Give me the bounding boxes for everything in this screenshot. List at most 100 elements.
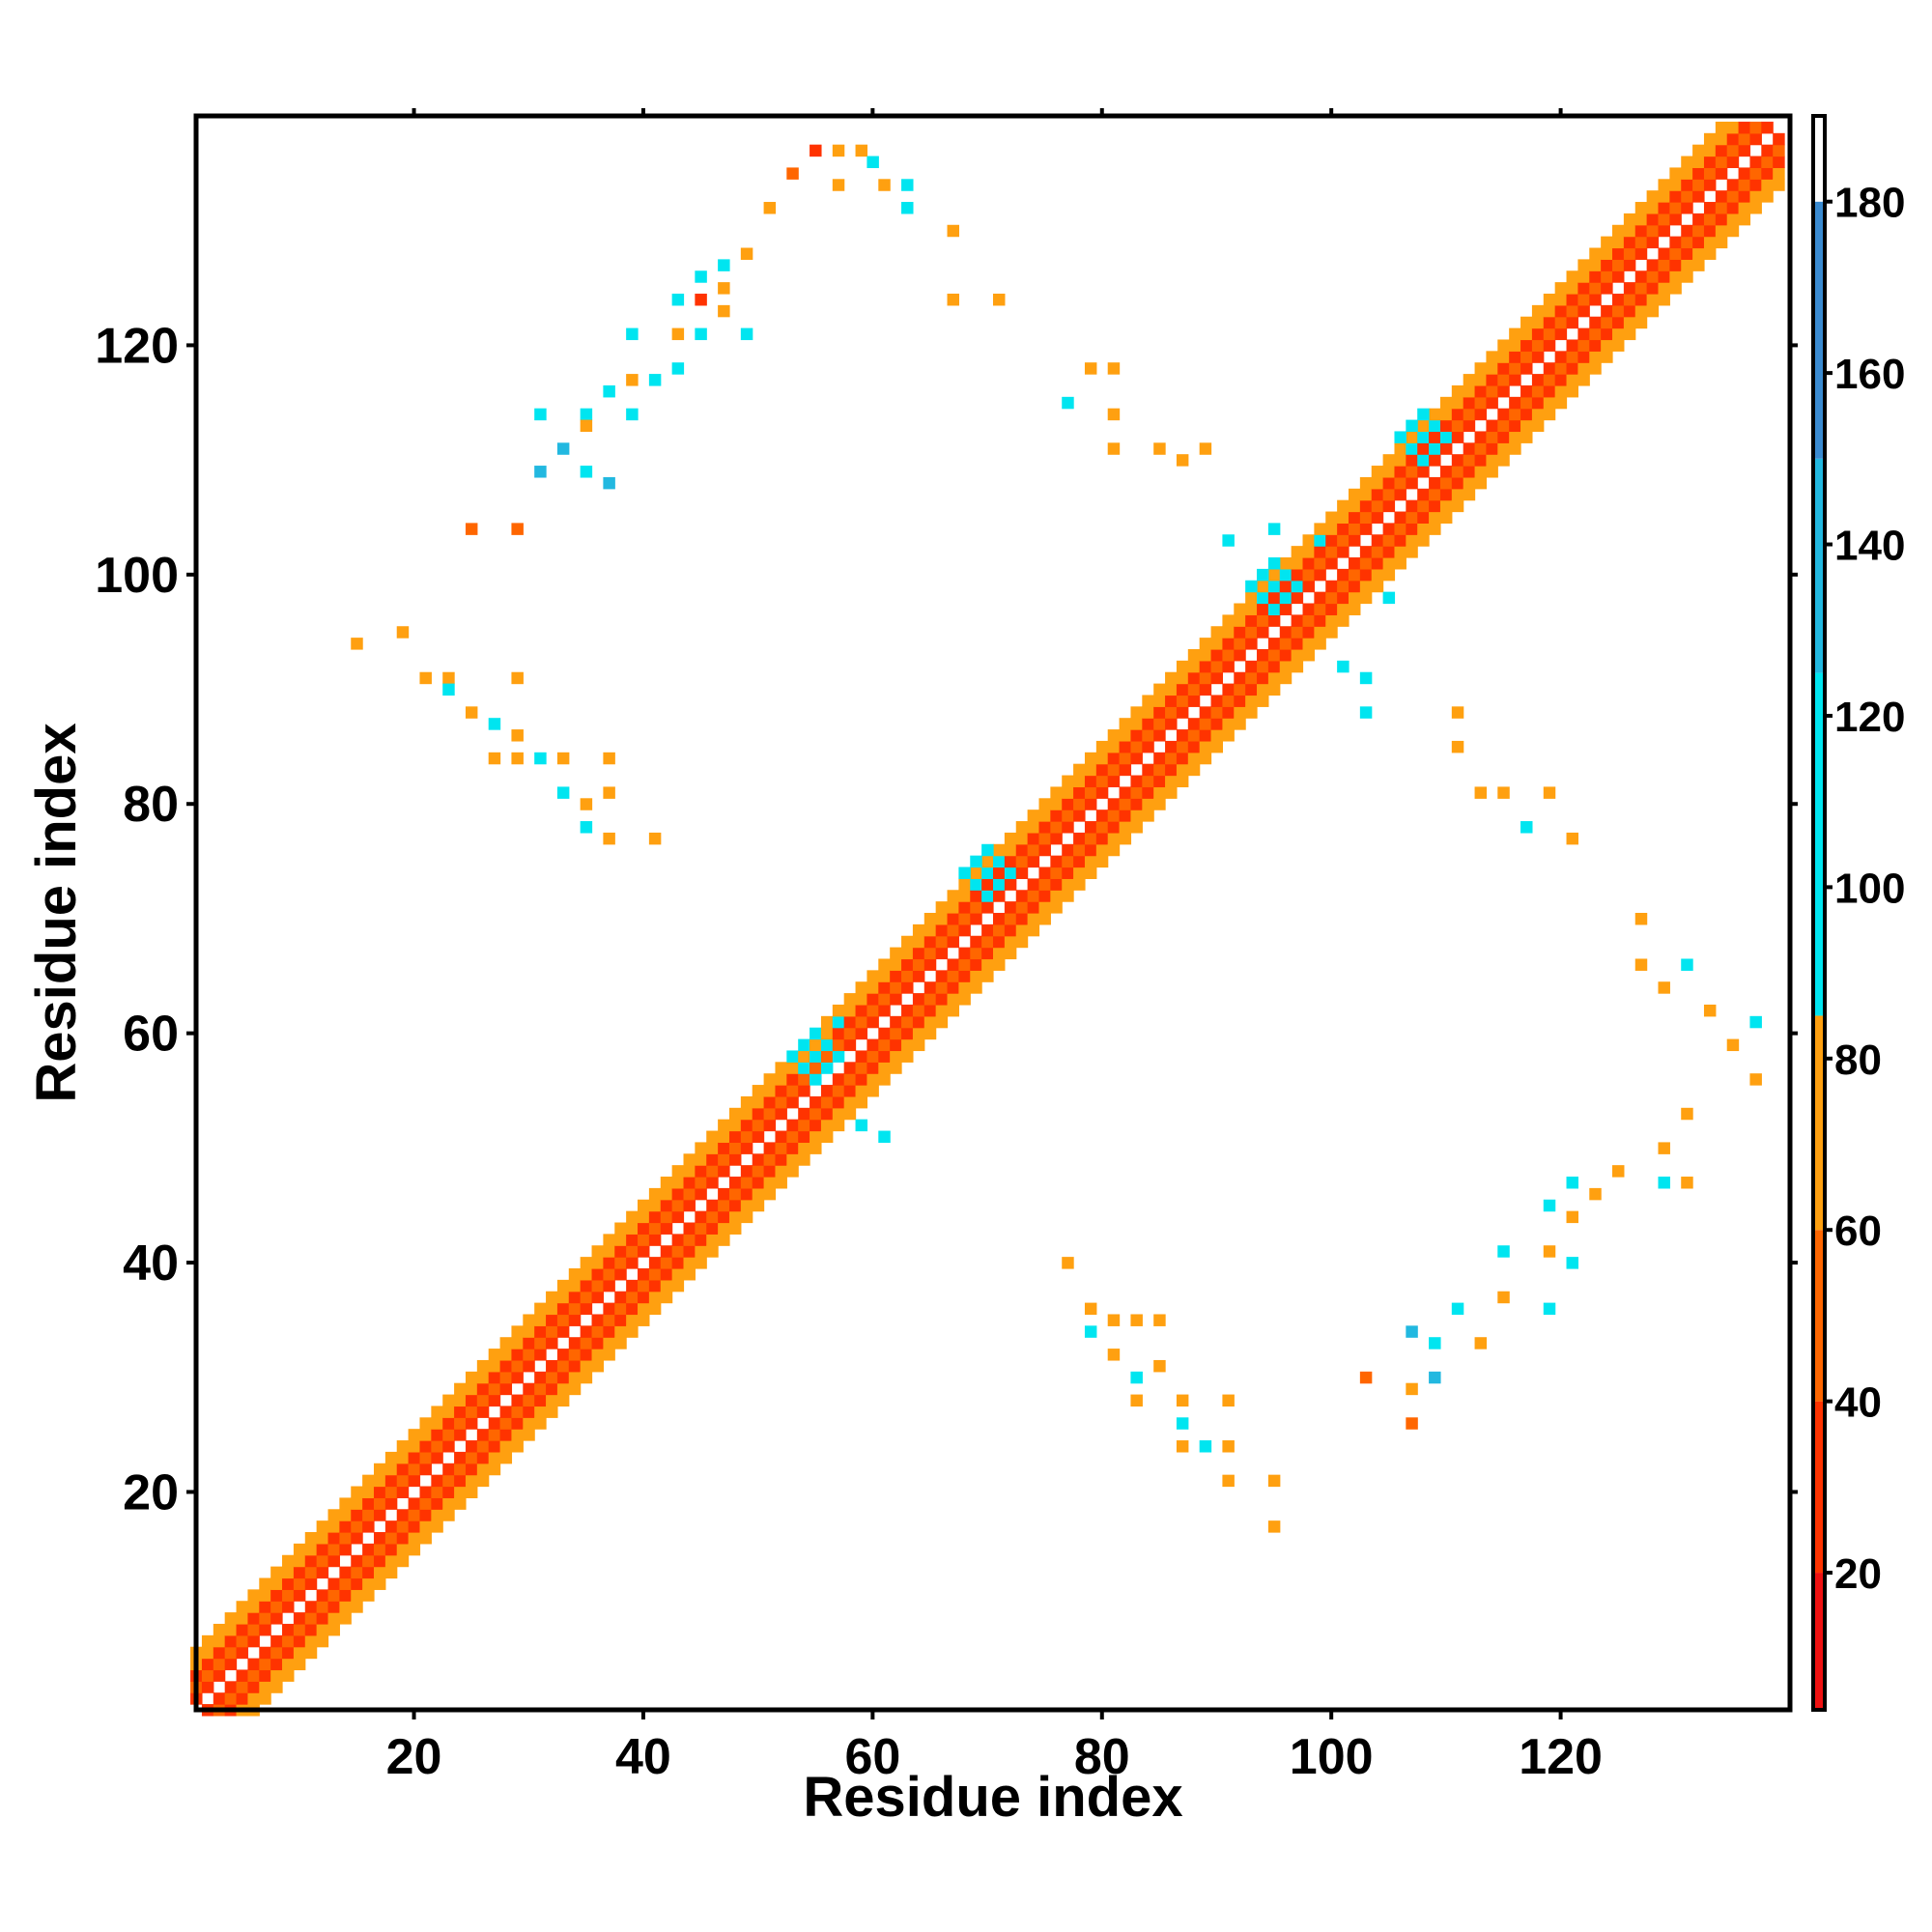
heatmap-cell [1153, 442, 1166, 455]
heatmap-cell [752, 1095, 765, 1109]
heatmap-cell [1773, 167, 1785, 180]
heatmap-cell [1348, 511, 1361, 524]
heatmap-cell [384, 1554, 398, 1568]
heatmap-cell [351, 1566, 363, 1579]
heatmap-cell [890, 981, 902, 994]
heatmap-cell [591, 1337, 604, 1350]
heatmap-cell [1634, 316, 1648, 329]
heatmap-cell [1073, 786, 1086, 799]
heatmap-cell [465, 1474, 478, 1488]
heatmap-cell [1176, 729, 1189, 742]
heatmap-cell [867, 1015, 879, 1029]
heatmap-cell [1474, 466, 1488, 478]
heatmap-cell [1222, 534, 1235, 547]
heatmap-cell [947, 913, 959, 925]
heatmap-cell [1176, 454, 1189, 467]
heatmap-cell [1566, 339, 1578, 352]
heatmap-cell [970, 913, 982, 925]
heatmap-cell [683, 1187, 696, 1201]
heatmap-cell [1715, 213, 1728, 226]
heatmap-cell [614, 1314, 627, 1326]
heatmap-cell [786, 167, 799, 180]
heatmap-cell [523, 1429, 535, 1441]
heatmap-cell [1554, 362, 1568, 375]
heatmap-cell [270, 1566, 283, 1579]
heatmap-cell [1267, 638, 1281, 650]
heatmap-cell [1187, 660, 1201, 673]
heatmap-cell [890, 1050, 902, 1063]
heatmap-cell [993, 293, 1006, 306]
heatmap-cell [1337, 534, 1350, 547]
heatmap-cell [442, 1474, 455, 1488]
heatmap-cell [798, 1119, 810, 1132]
heatmap-cell [259, 1669, 271, 1682]
heatmap-cell [1406, 476, 1418, 490]
heatmap-cell [1497, 419, 1510, 433]
heatmap-cell [396, 1543, 410, 1556]
heatmap-cell [1095, 855, 1109, 868]
heatmap-cell [1486, 396, 1498, 410]
heatmap-cell [351, 1486, 363, 1498]
heatmap-cell [958, 981, 971, 994]
heatmap-cell [1543, 1199, 1556, 1212]
heatmap-cell [1726, 202, 1740, 214]
heatmap-cell [304, 1612, 318, 1625]
heatmap-cell [384, 1497, 398, 1510]
heatmap-cell [1451, 431, 1464, 443]
heatmap-cell [1726, 179, 1740, 191]
heatmap-cell [890, 970, 902, 982]
heatmap-cell [740, 1199, 753, 1212]
heatmap-cell [718, 304, 730, 318]
heatmap-cell [1210, 706, 1224, 719]
heatmap-cell [1095, 810, 1109, 822]
heatmap-cell [935, 1004, 949, 1017]
heatmap-cell [683, 1199, 696, 1212]
heatmap-cell [1015, 867, 1029, 879]
heatmap-cell [465, 1440, 478, 1453]
heatmap-cell [1267, 557, 1281, 570]
heatmap-cell [1543, 384, 1556, 398]
heatmap-cell [1279, 671, 1293, 685]
heatmap-cell [1382, 499, 1396, 513]
heatmap-cell [1726, 1038, 1740, 1052]
heatmap-cell [1451, 488, 1464, 501]
heatmap-cell [1417, 534, 1430, 547]
heatmap-cell [523, 1337, 535, 1350]
heatmap-cell [1291, 614, 1304, 627]
heatmap-cell [1406, 1325, 1418, 1338]
heatmap-cell [534, 1325, 547, 1338]
heatmap-cell [1554, 384, 1568, 398]
heatmap-cell [923, 1004, 937, 1017]
heatmap-cell [1095, 843, 1109, 857]
colorbar-band [1813, 1230, 1825, 1402]
heatmap-cell [820, 1119, 834, 1132]
heatmap-cell [408, 1543, 421, 1556]
heatmap-cell [855, 981, 868, 994]
heatmap-cell [1279, 638, 1293, 650]
plot-frame [193, 113, 1793, 1713]
heatmap-cell [1612, 327, 1625, 341]
heatmap-cell [431, 1429, 443, 1441]
heatmap-cell [556, 1349, 570, 1361]
heatmap-cell [1359, 1371, 1373, 1384]
heatmap-cell [1543, 339, 1556, 352]
heatmap-cell [224, 1634, 238, 1648]
heatmap-cell [1267, 660, 1281, 673]
heatmap-cell [1681, 1107, 1693, 1121]
heatmap-cell [1726, 224, 1740, 238]
heatmap-cell [408, 1509, 421, 1521]
heatmap-cell [1325, 580, 1338, 593]
heatmap-cell [327, 1532, 340, 1545]
heatmap-cell [465, 1463, 478, 1476]
heatmap-cell [384, 1566, 398, 1579]
heatmap-cell [488, 1451, 501, 1464]
heatmap-cell [1130, 786, 1143, 799]
heatmap-cell [591, 1359, 604, 1373]
heatmap-cell [648, 1257, 662, 1269]
heatmap-cell [798, 1142, 810, 1154]
heatmap-cell [1153, 1314, 1166, 1326]
heatmap-cell [671, 1267, 685, 1281]
heatmap-cell [1439, 408, 1453, 421]
heatmap-cell [810, 144, 822, 157]
heatmap-cell [1406, 419, 1418, 433]
